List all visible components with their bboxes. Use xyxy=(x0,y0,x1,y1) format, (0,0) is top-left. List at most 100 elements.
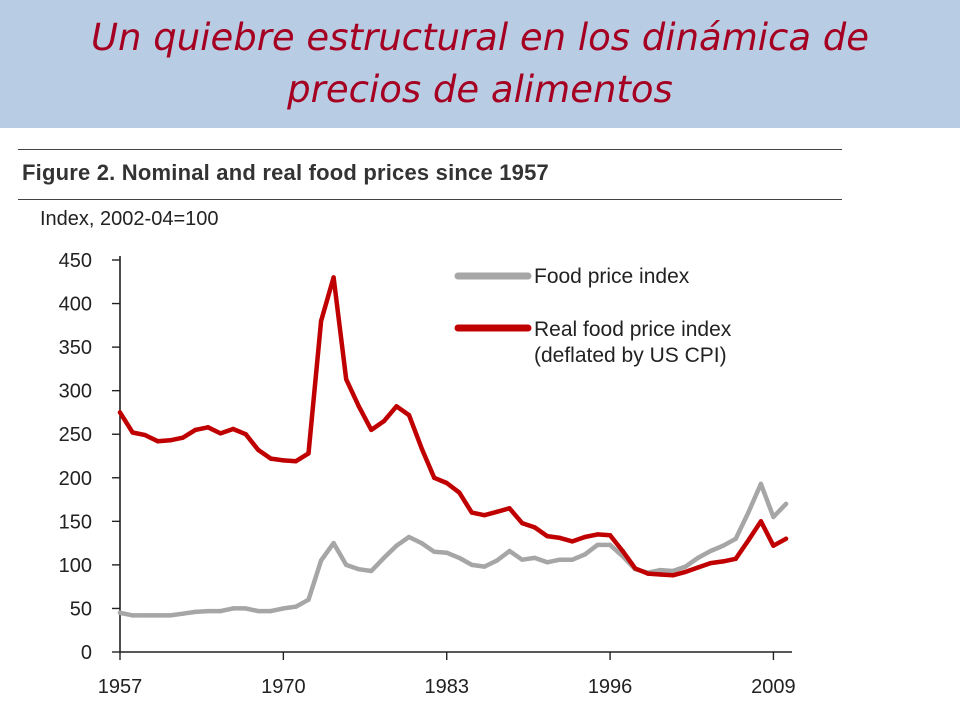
food-price-index-point xyxy=(444,550,449,555)
chart-title: Figure 2. Nominal and real food prices s… xyxy=(22,160,549,185)
real-food-price-index-point xyxy=(419,445,424,451)
food-price-index-point xyxy=(419,540,424,546)
real-food-price-index-points xyxy=(117,275,789,578)
real-food-price-index-point xyxy=(457,490,462,495)
real-food-price-index-point xyxy=(545,533,550,539)
real-food-price-index-point xyxy=(394,404,399,409)
food-price-index-point xyxy=(394,543,399,548)
slide-title: Un quiebre estructural en los dinámica d… xyxy=(90,16,870,111)
food-price-index-point xyxy=(243,606,248,611)
food-price-index-point xyxy=(733,536,738,541)
food-price-index-point xyxy=(570,557,575,562)
real-food-price-index-point xyxy=(633,566,638,571)
food-price-index-point xyxy=(218,608,223,614)
y-tick-label: 250 xyxy=(59,424,92,446)
real-food-price-index-point xyxy=(507,506,512,511)
food-price-index-point xyxy=(180,611,186,616)
real-food-price-index-point xyxy=(381,418,387,424)
real-food-price-index-point xyxy=(771,543,776,548)
real-food-price-index-point xyxy=(256,447,261,453)
food-price-index-point xyxy=(494,558,500,563)
y-tick-label: 150 xyxy=(59,511,92,533)
real-food-price-index-point xyxy=(444,480,449,486)
real-food-price-index-point xyxy=(607,533,613,538)
food-price-index-point xyxy=(230,606,236,611)
legend-label-real-food-price-index: Real food price index xyxy=(534,318,732,341)
x-tick-label: 2009 xyxy=(751,676,796,698)
food-price-index-point xyxy=(205,608,211,614)
y-tick-label: 450 xyxy=(59,250,92,272)
real-food-price-index-point xyxy=(130,430,135,435)
y-tick-label: 0 xyxy=(81,642,92,664)
real-food-price-index-point xyxy=(243,432,248,437)
real-food-price-index-point xyxy=(356,404,361,409)
food-price-index-point xyxy=(142,613,148,618)
real-food-price-index-point xyxy=(683,569,688,575)
real-food-price-index-point xyxy=(570,539,575,544)
real-food-price-index-point xyxy=(168,438,173,443)
food-price-index-points xyxy=(117,481,789,618)
x-tick-label: 1970 xyxy=(261,676,306,698)
y-tick-label: 50 xyxy=(70,598,92,620)
food-price-index-point xyxy=(168,613,173,618)
food-price-index-point xyxy=(256,608,261,614)
food-price-index-point xyxy=(771,514,776,520)
real-food-price-index-point xyxy=(658,572,663,577)
real-food-price-index-point xyxy=(180,435,186,440)
food-price-index-point xyxy=(130,613,135,618)
food-price-index-point xyxy=(783,501,789,507)
food-price-index-point xyxy=(695,555,701,561)
real-food-price-index-point xyxy=(733,556,738,561)
y-tick-label: 400 xyxy=(59,294,92,316)
x-tick-label: 1983 xyxy=(424,676,469,698)
real-food-price-index-point xyxy=(281,458,286,463)
real-food-price-index-point xyxy=(670,573,676,578)
food-price-index-point xyxy=(557,557,563,562)
real-food-price-index-point xyxy=(268,456,273,461)
food-price-index-point xyxy=(720,543,726,548)
real-food-price-index-point xyxy=(117,410,123,415)
food-price-index-point xyxy=(658,567,663,573)
real-food-price-index-point xyxy=(620,548,625,554)
chart-legend: Food price index Real food price index (de… xyxy=(454,265,732,367)
y-tick-label: 350 xyxy=(59,337,92,359)
food-price-index-point xyxy=(607,542,613,548)
food-price-index-point xyxy=(469,562,475,568)
food-price-index-point xyxy=(582,552,588,557)
y-axis-label: Index, 2002-04=100 xyxy=(40,208,219,230)
real-food-price-index-point xyxy=(783,536,789,541)
real-food-price-index-point xyxy=(205,425,211,430)
y-tick-label: 200 xyxy=(59,468,92,490)
chart-series xyxy=(117,275,789,618)
real-food-price-index-point xyxy=(155,438,160,444)
y-tick-label: 100 xyxy=(59,555,92,577)
food-price-index-point xyxy=(293,604,299,609)
real-food-price-index-point xyxy=(582,534,588,540)
real-food-price-index-point xyxy=(695,565,701,570)
food-price-index-point xyxy=(431,549,437,555)
real-food-price-index-point xyxy=(142,432,148,438)
chart-axes: 0 50 100 150 200 250 300 350 400 450 1957 1970 1983 1… xyxy=(59,250,796,698)
real-food-price-index-point xyxy=(708,560,713,566)
food-price-index-point xyxy=(746,510,751,515)
real-food-price-index-point xyxy=(369,427,374,433)
food-price-index-point xyxy=(670,568,676,574)
food-price-index-point xyxy=(117,610,123,615)
food-price-index-point xyxy=(381,555,387,561)
food-price-index-point xyxy=(406,534,412,540)
food-price-index-point xyxy=(306,597,311,602)
real-food-price-index-point xyxy=(557,535,563,541)
real-food-price-index-point xyxy=(758,519,764,524)
food-price-index-point xyxy=(532,555,537,561)
real-food-price-index-point xyxy=(482,513,487,518)
food-price-index-point xyxy=(545,560,550,565)
figure-top-rule xyxy=(18,149,842,150)
food-price-index-point xyxy=(457,555,462,561)
food-price-index-point xyxy=(369,568,374,574)
real-food-price-index-point xyxy=(532,525,537,530)
food-price-index-point xyxy=(318,558,324,563)
real-food-price-index-point xyxy=(494,509,500,514)
food-price-index-point xyxy=(708,548,713,554)
food-price-index-point xyxy=(507,548,512,554)
real-food-price-index-point xyxy=(406,412,412,418)
